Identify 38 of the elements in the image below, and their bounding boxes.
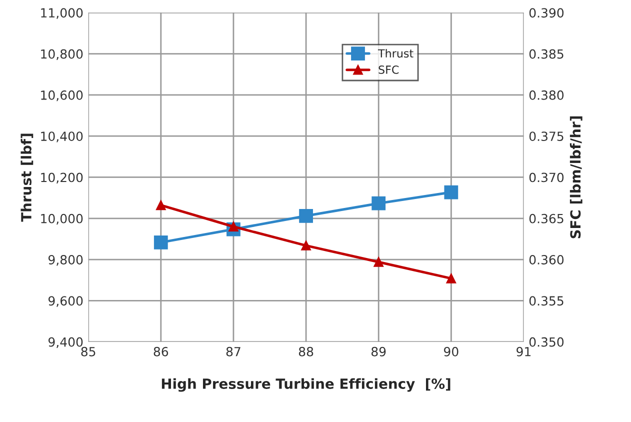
x-tick-label: 86 [154,346,168,356]
x-tick-label: 87 [226,346,240,356]
y2-tick-label: 0.365 [529,214,564,224]
y-tick-label: 10,400 [41,132,83,142]
point [374,257,384,267]
y2-tick-label: 0.385 [529,49,564,59]
point [156,200,166,210]
y2-tick-label: 0.390 [529,8,564,18]
point [444,185,458,200]
x-tick-label: 91 [516,346,531,356]
legend-label: Thrust [378,48,414,58]
y-axis-title: Thrust [lbf] [20,134,34,222]
legend-label: SFC [378,66,399,74]
y2-tick-label: 0.380 [529,90,564,100]
x-tick-label: 90 [444,346,458,356]
point [154,236,168,250]
y2-tick-label: 0.375 [529,132,564,142]
y2-tick-label: 0.370 [529,172,564,182]
y-tick-label: 10,000 [41,214,83,225]
x-tick-label: 89 [371,346,386,356]
y-tick-label: 11,000 [41,8,83,19]
y-tick-label: 10,200 [41,172,83,184]
y-tick-label: 10,800 [41,49,83,60]
x-tick-label: 85 [81,346,96,356]
point [372,196,386,210]
y-tick-label: 9,800 [48,255,83,266]
point [446,274,456,284]
y-tick-label: 9,400 [48,337,83,348]
y2-axis-title: SFC [lbm/lbf/hr] [570,116,582,238]
point [301,240,311,250]
x-axis-title: High Pressure Turbine Efficiency [%] [162,378,450,392]
y2-tick-label: 0.355 [529,296,564,306]
x-tick-label: 88 [298,346,314,356]
point [299,208,313,223]
y2-tick-label: 0.360 [529,255,564,264]
y-tick-label: 9,600 [48,296,83,307]
y-tick-label: 10,600 [41,90,83,102]
y2-tick-label: 0.350 [529,337,564,347]
